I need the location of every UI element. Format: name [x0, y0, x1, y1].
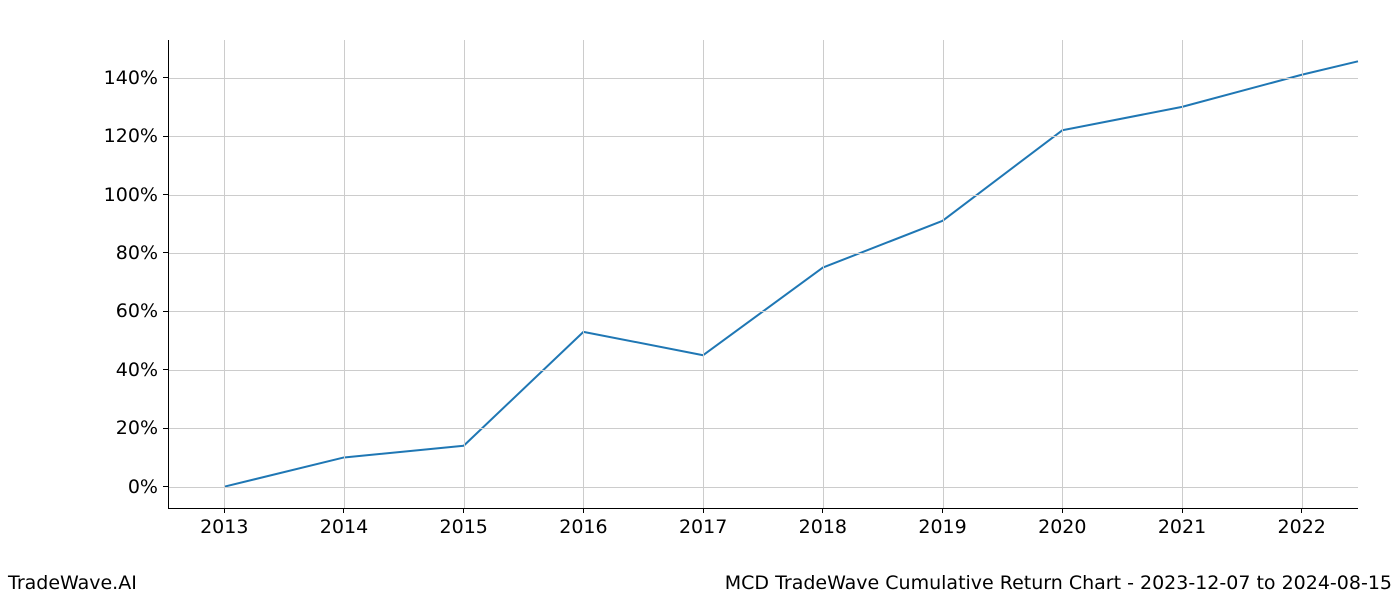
grid-line-vertical [583, 40, 584, 508]
grid-line-horizontal [168, 428, 1358, 429]
y-tick-label: 0% [128, 476, 158, 498]
y-axis-spine [168, 40, 169, 508]
grid-line-horizontal [168, 370, 1358, 371]
x-tick-label: 2016 [559, 516, 607, 538]
footer-caption: MCD TradeWave Cumulative Return Chart - … [725, 572, 1392, 594]
grid-line-vertical [344, 40, 345, 508]
x-tick-label: 2013 [200, 516, 248, 538]
plot-area [168, 40, 1358, 508]
grid-line-vertical [464, 40, 465, 508]
grid-line-horizontal [168, 487, 1358, 488]
grid-line-vertical [943, 40, 944, 508]
grid-line-vertical [703, 40, 704, 508]
x-tick-label: 2019 [918, 516, 966, 538]
y-tick-label: 120% [104, 125, 158, 147]
series-line [224, 61, 1358, 486]
y-tick-label: 80% [116, 242, 158, 264]
x-axis-spine [168, 508, 1358, 509]
grid-line-horizontal [168, 78, 1358, 79]
y-tick-label: 140% [104, 67, 158, 89]
x-tick-label: 2014 [320, 516, 368, 538]
grid-line-vertical [1182, 40, 1183, 508]
grid-line-vertical [1302, 40, 1303, 508]
grid-line-vertical [1062, 40, 1063, 508]
y-tick-label: 60% [116, 300, 158, 322]
grid-line-horizontal [168, 195, 1358, 196]
x-tick-label: 2017 [679, 516, 727, 538]
footer-brand: TradeWave.AI [8, 572, 137, 594]
chart-container: TradeWave.AI MCD TradeWave Cumulative Re… [0, 0, 1400, 600]
grid-line-vertical [224, 40, 225, 508]
y-tick-label: 100% [104, 184, 158, 206]
grid-line-horizontal [168, 311, 1358, 312]
y-tick-label: 20% [116, 417, 158, 439]
x-tick-label: 2020 [1038, 516, 1086, 538]
x-tick-label: 2015 [440, 516, 488, 538]
x-tick-label: 2022 [1278, 516, 1326, 538]
x-tick-label: 2018 [799, 516, 847, 538]
grid-line-vertical [823, 40, 824, 508]
line-chart-svg [168, 40, 1358, 508]
grid-line-horizontal [168, 253, 1358, 254]
y-tick-label: 40% [116, 359, 158, 381]
grid-line-horizontal [168, 136, 1358, 137]
x-tick-label: 2021 [1158, 516, 1206, 538]
